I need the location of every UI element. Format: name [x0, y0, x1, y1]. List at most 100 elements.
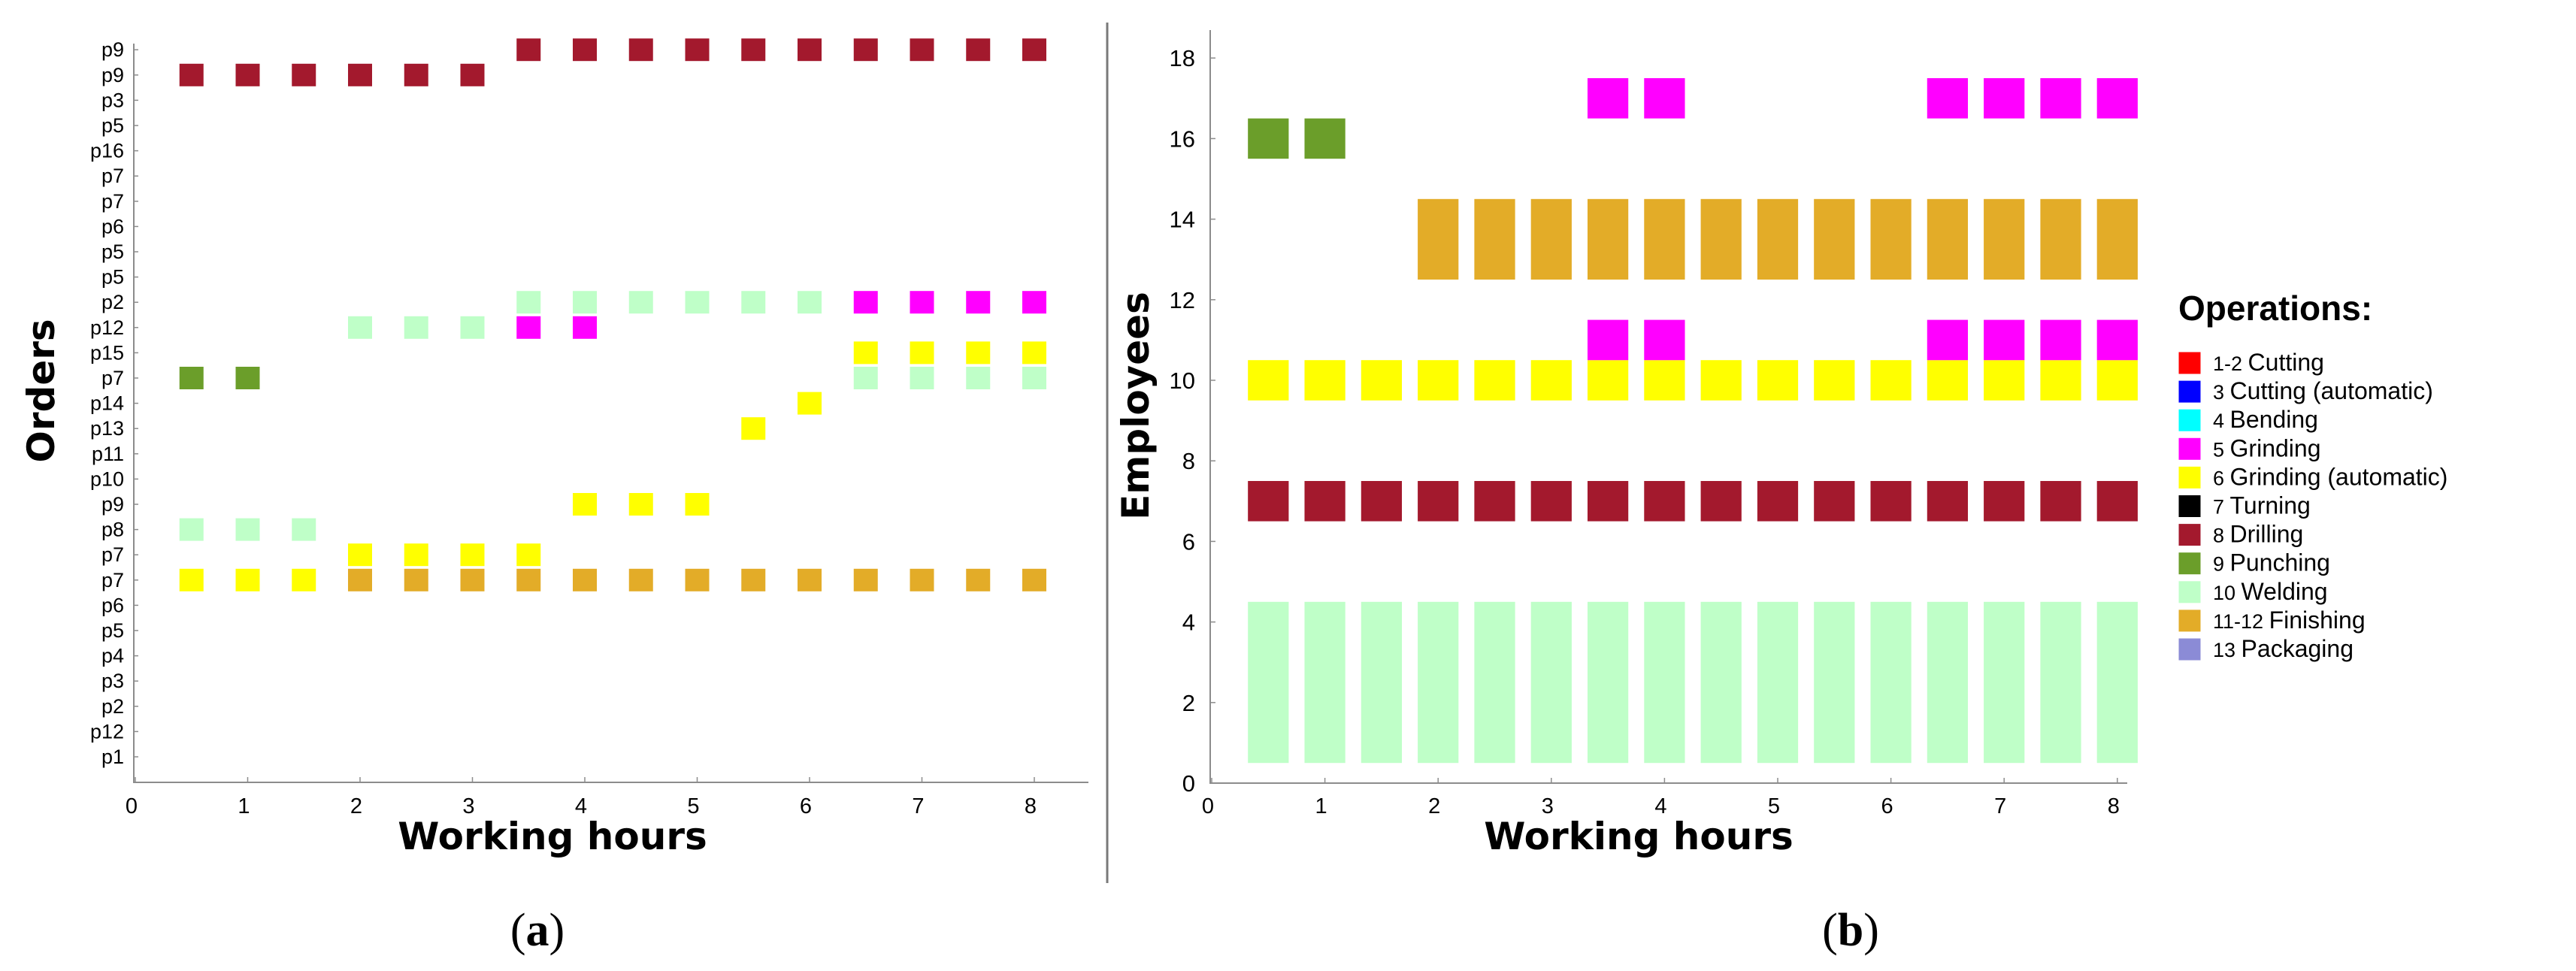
chart-a-mark-finishing	[404, 568, 428, 591]
legend-text: Cutting	[2248, 349, 2324, 376]
chart-b-bar-finishing	[1870, 198, 1912, 280]
chart-a-y-tick-label: p2	[101, 291, 124, 313]
chart-b-bar-drilling	[1814, 481, 1855, 522]
legend-swatch	[2178, 523, 2202, 547]
chart-b-bar-drilling	[1870, 481, 1912, 522]
chart-a-y-tick-label: p7	[101, 190, 124, 213]
legend-number: 4	[2213, 410, 2230, 432]
legend-label: 4 Bending	[2213, 406, 2318, 433]
chart-a-mark-welding	[966, 367, 991, 389]
chart-a-y-tick-label: p14	[90, 392, 124, 415]
chart-b-bar-finishing	[1587, 198, 1629, 280]
chart-a-y-tick-label: p12	[90, 316, 124, 339]
chart-a-mark-welding	[235, 518, 260, 541]
chart-b-y-tick-label: 16	[1170, 126, 1195, 152]
chart-a-y-tick-label: p13	[90, 417, 124, 440]
chart-b-bar-grinding	[1644, 78, 1685, 119]
chart-a-y-ticks: p1p12p2p3p4p5p6p7p7p8p9p10p11p13p14p7p15…	[90, 38, 138, 768]
chart-b-bar-grinding_auto	[1757, 360, 1799, 401]
chart-a-mark-welding	[1022, 367, 1046, 389]
chart-a-y-tick-label: p16	[90, 140, 124, 162]
chart-a-mark-finishing	[628, 568, 653, 591]
chart-b-bar-drilling	[1587, 481, 1629, 522]
chart-b-bar-welding	[1530, 601, 1572, 764]
chart-a-mark-welding	[853, 367, 878, 389]
chart-a: p1p12p2p3p4p5p6p7p7p8p9p10p11p13p14p7p15…	[20, 38, 1088, 858]
chart-a-mark-welding	[179, 518, 204, 541]
chart-a-mark-grinding_auto	[1022, 341, 1046, 365]
chart-b-bar-finishing	[1418, 198, 1459, 280]
chart-b-bar-grinding_auto	[1587, 360, 1629, 401]
chart-b-bar-drilling	[1248, 481, 1289, 522]
legend-label: 1-2 Cutting	[2213, 349, 2324, 376]
chart-a-x-tick-label: 1	[238, 794, 250, 818]
legend-item-turning: 7 Turning	[2178, 492, 2311, 519]
chart-a-x-tick-label: 2	[350, 794, 362, 818]
chart-a-mark-welding	[685, 291, 710, 314]
chart-b-y-tick-label: 0	[1182, 770, 1195, 797]
legend-number: 5	[2213, 438, 2230, 461]
chart-a-mark-welding	[404, 316, 428, 339]
chart-b-bar-drilling	[1361, 481, 1403, 522]
chart-b-bar-grinding_auto	[1530, 360, 1572, 401]
chart-b-bar-finishing	[1757, 198, 1799, 280]
chart-a-mark-drilling	[404, 63, 428, 86]
chart-b-marks	[1248, 78, 2138, 764]
caption-a-letter: a	[526, 905, 549, 956]
chart-a-mark-grinding	[966, 291, 991, 314]
chart-a-y-tick-label: p5	[101, 240, 124, 263]
chart-b-bar-welding	[1587, 601, 1629, 764]
chart-b-bar-welding	[1644, 601, 1685, 764]
chart-a-mark-drilling	[741, 38, 766, 62]
chart-a-mark-drilling	[628, 38, 653, 62]
chart-a-mark-finishing	[1022, 568, 1046, 591]
legend-label: 13 Packaging	[2213, 635, 2354, 662]
legend-item-punching: 9 Punching	[2178, 549, 2330, 576]
chart-b-bar-grinding_auto	[1418, 360, 1459, 401]
chart-a-mark-welding	[573, 291, 597, 314]
chart-a-x-tick-label: 4	[575, 794, 587, 818]
chart-a-mark-drilling	[853, 38, 878, 62]
chart-a-mark-grinding_auto	[741, 417, 766, 440]
chart-a-marks	[179, 38, 1046, 591]
chart-a-y-tick-label: p4	[101, 645, 124, 667]
legend-label: 3 Cutting (automatic)	[2213, 377, 2433, 404]
legend-swatch	[2178, 437, 2202, 461]
chart-b-bar-punching	[1304, 118, 1346, 159]
chart-a-mark-finishing	[910, 568, 934, 591]
chart-b-bar-grinding_auto	[1361, 360, 1403, 401]
chart-a-y-tick-label: p6	[101, 594, 124, 616]
chart-b-bar-grinding	[1587, 78, 1629, 119]
chart-a-mark-welding	[516, 291, 541, 314]
chart-a-mark-grinding_auto	[235, 568, 260, 591]
chart-b-bar-finishing	[1984, 198, 2025, 280]
chart-a-mark-grinding_auto	[292, 568, 316, 591]
chart-a-y-tick-label: p7	[101, 569, 124, 591]
chart-a-mark-grinding_auto	[910, 341, 934, 365]
chart-a-x-label: Working hours	[398, 815, 707, 858]
chart-a-y-label: Orders	[20, 319, 63, 462]
chart-b-bar-drilling	[1927, 481, 1969, 522]
chart-a-mark-grinding_auto	[685, 493, 710, 516]
chart-a-mark-grinding	[1022, 291, 1046, 314]
legend-text: Packaging	[2242, 635, 2354, 662]
chart-a-mark-welding	[460, 316, 485, 339]
chart-b-bar-grinding_auto	[1870, 360, 1912, 401]
chart-a-y-tick-label: p7	[101, 367, 124, 389]
chart-b-x-tick-label: 0	[1202, 794, 1214, 818]
chart-b-bar-welding	[1984, 601, 2025, 764]
chart-a-mark-finishing	[516, 568, 541, 591]
chart-b-bar-grinding	[2096, 78, 2138, 119]
chart-a-mark-grinding_auto	[798, 392, 822, 415]
chart-a-y-tick-label: p15	[90, 341, 124, 364]
chart-b-bar-finishing	[2096, 198, 2138, 280]
chart-b-bar-grinding	[2040, 319, 2081, 361]
chart-b-bar-welding	[2040, 601, 2081, 764]
chart-b-bar-grinding	[1984, 78, 2025, 119]
chart-b-bar-drilling	[1418, 481, 1459, 522]
chart-b-bar-drilling	[1757, 481, 1799, 522]
chart-b-bar-grinding	[1587, 319, 1629, 361]
chart-b-y-tick-label: 12	[1170, 287, 1195, 313]
